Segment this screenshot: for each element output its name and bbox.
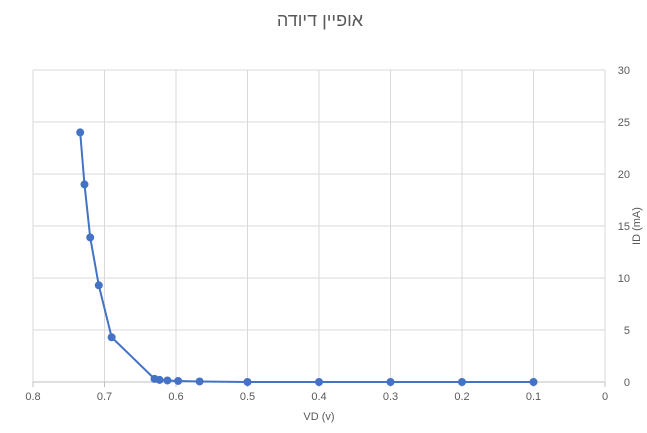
x-tick-label: 0.8 [25,391,40,403]
data-point [243,378,252,386]
data-point [315,378,323,386]
y-tick-label: 25 [618,117,630,129]
data-series [76,128,538,386]
y-tick-label: 5 [624,325,630,337]
x-tick-label: 0 [602,391,608,403]
data-point [529,378,538,386]
y-tick-label: 20 [618,169,630,181]
x-tick-label: 0.3 [383,391,398,403]
data-point [94,281,103,290]
x-tick-label: 0.5 [240,391,255,403]
y-tick-label: 30 [618,65,630,77]
x-tick-label: 0.4 [311,391,326,403]
data-point [80,180,89,189]
data-point [76,128,85,137]
x-tick-label: 0.2 [454,391,469,403]
series-line [79,132,534,383]
data-point [163,376,172,385]
data-point [195,377,204,386]
data-point [150,374,159,383]
gridlines [32,69,606,382]
tick-labels: 0 5 10 15 20 25 30 0 0.1 0.2 0.3 0.4 0.5 0.6 0.7 0.8 VD … [25,65,643,423]
y-tick-label: 15 [618,221,630,233]
x-axis-title: VD (v) [303,411,334,423]
y-tick-label: 10 [618,273,630,285]
chart-title: אופיין דיודה [276,10,364,30]
y-tick-label: 0 [624,377,630,389]
data-point [107,333,116,342]
x-tick-label: 0.6 [168,391,183,403]
data-point [386,378,395,386]
data-point [458,378,466,386]
y-axis-title: ID (mA) [631,207,643,245]
x-tick-label: 0.1 [526,391,541,403]
data-point [86,233,95,242]
x-tick-label: 0.7 [97,391,112,403]
data-point [174,376,183,385]
